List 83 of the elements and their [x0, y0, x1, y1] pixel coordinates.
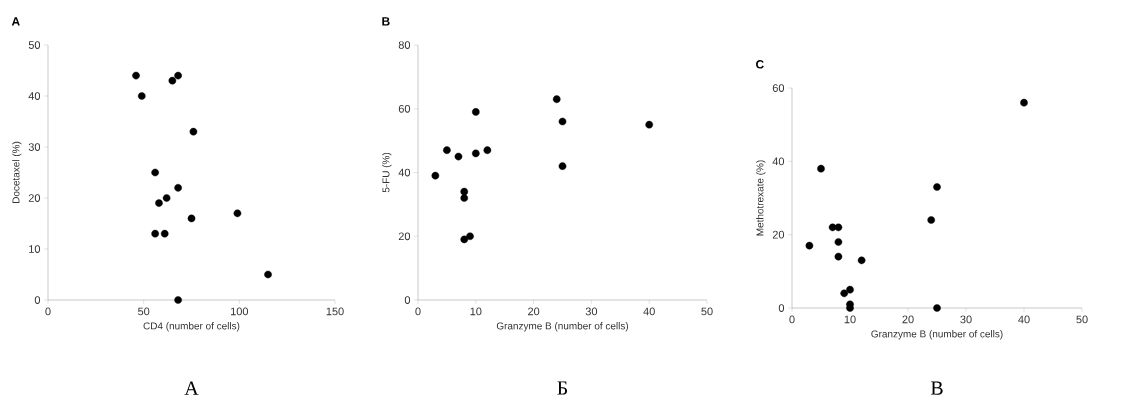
point: [460, 187, 469, 196]
point: [834, 223, 843, 232]
x-tick-label: 50: [701, 307, 713, 316]
point: [132, 71, 140, 80]
x-tick-label: 20: [528, 307, 540, 316]
y-tick-label: 30: [28, 143, 41, 151]
y-tick-label: 20: [398, 232, 411, 241]
point: [933, 183, 941, 191]
point: [174, 296, 182, 304]
y-tick-label: 50: [28, 41, 41, 49]
x-tick-label: 150: [326, 307, 344, 316]
point: [174, 184, 182, 192]
y-axis-title: Methotrexate (%): [756, 160, 766, 236]
x-tick-label: 0: [45, 307, 51, 316]
text: Б: [557, 381, 568, 395]
point: [840, 289, 849, 298]
point: [558, 162, 567, 170]
text: А: [184, 381, 199, 395]
point: [933, 304, 941, 312]
point: [817, 164, 825, 173]
point: [846, 285, 854, 294]
y-tick-label: 20: [772, 230, 785, 239]
point: [155, 199, 163, 207]
chart-title: A: [11, 17, 20, 26]
y-tick-label: 60: [772, 84, 785, 92]
point: [137, 92, 146, 100]
point: [645, 120, 653, 129]
x-tick-label: 100: [231, 307, 249, 316]
point: [443, 146, 451, 154]
point: [189, 127, 198, 136]
y-axis-title: 5-FU (%): [382, 152, 392, 193]
chart-title: B: [382, 17, 390, 26]
y-tick-label: 0: [34, 296, 41, 304]
x-axis-title: Granzyme B (number of cells): [871, 330, 1003, 340]
x-tick-label: 50: [1076, 315, 1088, 324]
chart-title: C: [756, 60, 764, 69]
point: [483, 146, 492, 154]
y-tick-label: 40: [398, 168, 411, 177]
point: [187, 214, 196, 223]
x-tick-label: 40: [1018, 315, 1030, 324]
x-tick-label: 0: [789, 315, 795, 324]
point: [264, 270, 272, 279]
point: [834, 252, 843, 261]
point: [233, 209, 242, 218]
point: [162, 194, 171, 202]
point: [927, 216, 936, 224]
text: В: [930, 381, 943, 395]
point: [857, 256, 866, 265]
point: [558, 117, 567, 126]
point: [151, 229, 159, 238]
point: [1020, 98, 1028, 107]
y-tick-label: 60: [398, 104, 411, 113]
y-tick-label: 0: [404, 296, 411, 304]
x-tick-label: 30: [960, 315, 972, 324]
y-tick-label: 20: [28, 194, 41, 202]
x-tick-label: 20: [902, 315, 914, 324]
y-tick-label: 10: [29, 245, 41, 253]
point: [472, 149, 480, 158]
point: [834, 238, 843, 246]
x-tick-label: 10: [470, 307, 482, 316]
point: [454, 152, 463, 161]
y-tick-label: 40: [28, 92, 41, 100]
y-axis-title: Docetaxel (%): [12, 141, 22, 203]
point: [805, 241, 814, 250]
point: [552, 95, 561, 103]
point: [151, 168, 159, 177]
x-tick-label: 10: [844, 315, 856, 324]
x-tick-label: 50: [138, 307, 150, 316]
x-tick-label: 40: [643, 307, 655, 316]
point: [174, 71, 182, 80]
point: [160, 229, 169, 238]
point: [431, 171, 440, 180]
y-tick-label: 80: [398, 41, 411, 49]
point: [466, 232, 474, 241]
x-tick-label: 30: [585, 307, 598, 316]
x-tick-label: 0: [415, 307, 421, 316]
point: [460, 194, 469, 202]
x-axis-title: Granzyme B (number of cells): [496, 322, 629, 332]
point: [472, 108, 480, 116]
y-tick-label: 40: [772, 157, 785, 166]
x-axis-title: CD4 (number of cells): [143, 322, 240, 332]
point: [460, 235, 469, 244]
point: [168, 76, 177, 85]
